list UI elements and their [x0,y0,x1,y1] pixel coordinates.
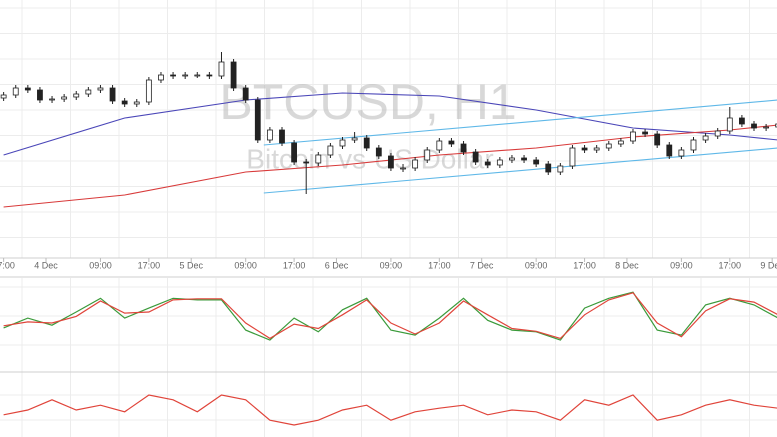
candle-body [412,159,419,169]
x-tick-label: 17:00 [428,260,451,270]
candle-body [605,143,612,149]
candle-body [739,117,745,125]
candle-body [726,117,733,132]
candle-body [37,89,43,101]
x-tick-label: 09:00 [525,260,548,270]
indicator-line [3,291,777,341]
candle-body [351,137,358,141]
candle-body [509,157,515,161]
candle-body [49,98,55,101]
candle-body [170,74,176,77]
candle-body [666,144,673,157]
candle-body [182,74,189,77]
watermark: BTCUSD, H1 [219,74,516,130]
x-tick-label: 6 Dec [325,260,349,270]
candle-body [630,131,636,142]
candle-body [702,135,709,141]
candle-body [436,140,443,151]
candle-body [400,167,406,170]
indicator-line [3,394,777,426]
candle-body [12,87,19,96]
x-tick-label: 17:00 [719,260,742,270]
candle-body [133,101,140,105]
candle-body [206,74,213,77]
x-tick-label: 09:00 [89,260,112,270]
candle-body [484,161,491,166]
candle-body [266,129,273,141]
candle-body [315,154,322,164]
candle-body [751,123,757,129]
candle-body [254,99,261,141]
x-tick-label: 09:00 [380,260,403,270]
candle-body [291,142,297,163]
x-tick-label: 5 Dec [179,260,203,270]
overlay-line [263,147,777,194]
candle-body [61,96,68,100]
candle-body [642,131,648,135]
candle-body [303,161,310,164]
candle-body [121,100,128,105]
x-tick-label: 17:00 [0,260,15,270]
candle-body [533,159,540,165]
overlay-line [3,124,777,208]
candle-body [496,159,503,166]
x-tick-label: 17:00 [283,260,306,270]
x-tick-label: 7 Dec [470,260,494,270]
candle-body [194,74,201,77]
x-tick-label: 17:00 [573,260,596,270]
candle-body [327,145,334,156]
x-tick-label: 09:00 [234,260,257,270]
candle-body [460,143,467,153]
candle-body [545,163,552,173]
x-tick-label: 17:00 [138,260,161,270]
candle-body [85,89,92,95]
candle-body [279,129,285,144]
candle-body [97,87,104,91]
x-tick-label: 4 Dec [34,260,58,270]
candle-body [521,157,527,161]
candle-body [145,79,152,103]
candle-body [775,123,777,128]
candle-body [581,147,588,151]
candle-body [363,137,370,149]
candle-body [617,140,624,145]
candle-body [424,149,431,161]
candle-body [472,151,479,163]
candle-body [339,139,346,147]
candle-body [388,155,394,169]
candle-body [557,165,564,173]
candle-body [448,140,455,145]
candle-body [654,133,661,146]
candle-body [690,139,697,151]
candle-body [230,61,237,89]
x-tick-label: 09:00 [670,260,693,270]
x-tick-label: 9 Dec [760,260,777,270]
candle-body [569,147,576,167]
x-tick-label: 8 Dec [615,260,639,270]
candle-body [375,147,382,157]
candle-body [242,87,249,101]
candle-body [24,87,31,91]
candle-body [73,93,80,98]
candle-body [678,149,685,157]
indicator-line [3,292,777,340]
candle-body [593,147,600,151]
candle-body [714,130,721,137]
candle-body [109,87,116,102]
candle-body [0,94,7,99]
candle-body [763,126,770,129]
candle-body [218,61,225,77]
overlay-line [263,99,777,146]
candle-body [158,74,164,81]
